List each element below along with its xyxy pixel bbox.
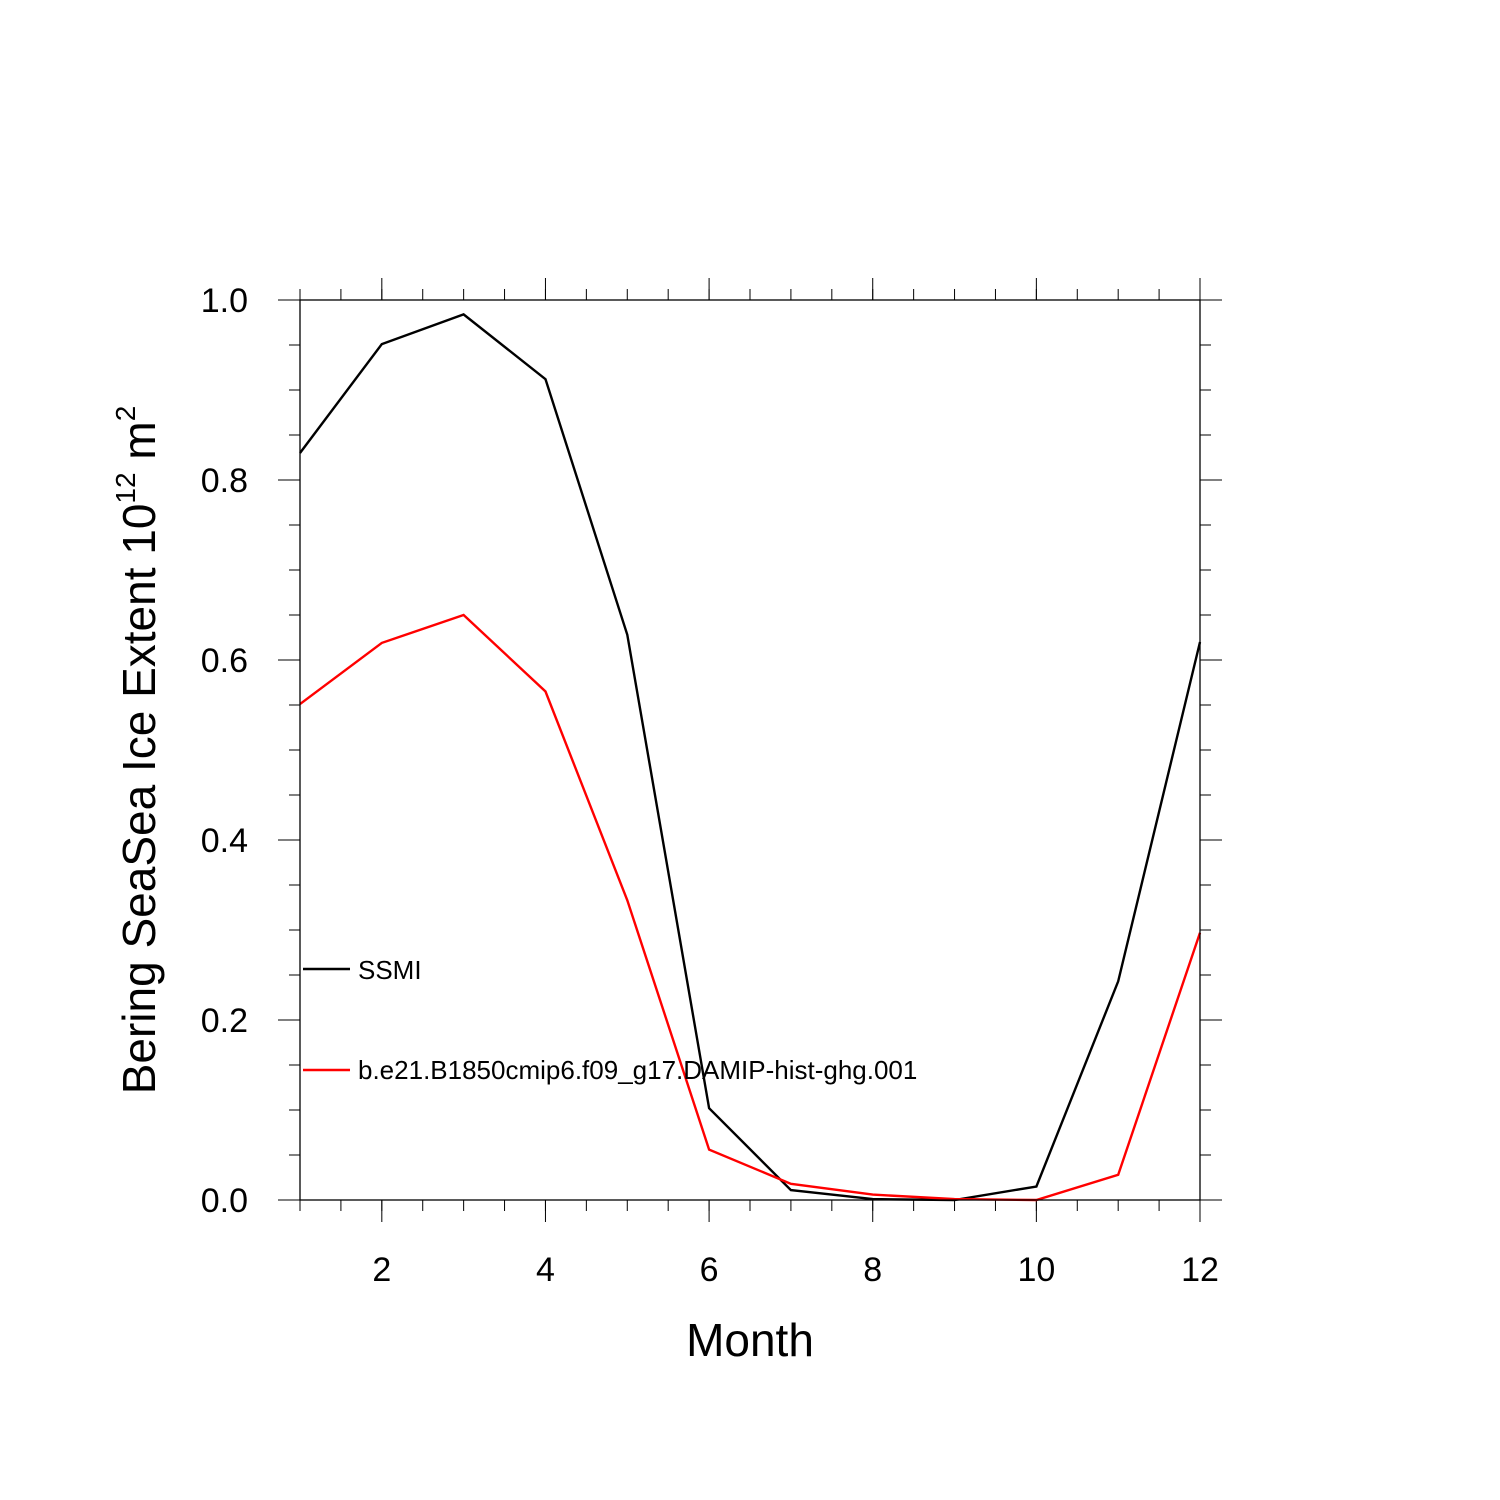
y-axis-title-base: Bering SeaSea Ice Extent 10 xyxy=(113,504,165,1095)
x-axis-title: Month xyxy=(686,1314,814,1366)
series-line-model xyxy=(299,613,1202,1202)
tick-labels: 2 4 6 8 10 12 0.0 0.2 0.4 0.6 0.8 1.0 xyxy=(201,282,1219,1289)
y-axis-title-unit: m xyxy=(113,421,165,472)
y-tick-label: 0.6 xyxy=(201,642,248,680)
legend: SSMI b.e21.B1850cmip6.f09_g17.DAMIP-hist… xyxy=(303,955,917,1085)
x-tick-label: 2 xyxy=(372,1251,391,1289)
y-axis-title: Bering SeaSea Ice Extent 1012 m2 xyxy=(110,406,165,1095)
y-tick-label: 0.0 xyxy=(201,1182,248,1220)
x-tick-label: 8 xyxy=(863,1251,882,1289)
y-tick-label: 1.0 xyxy=(201,282,248,320)
x-tick-label: 6 xyxy=(700,1251,719,1289)
legend-label-model: b.e21.B1850cmip6.f09_g17.DAMIP-hist-ghg.… xyxy=(358,1055,917,1085)
plot-frame xyxy=(299,299,1201,1201)
legend-label-ssmi: SSMI xyxy=(358,955,422,985)
x-tick-label: 4 xyxy=(536,1251,555,1289)
y-axis-title-exponent: 12 xyxy=(110,472,141,503)
y-axis-title-unit-exponent: 2 xyxy=(110,406,141,422)
y-tick-label: 0.8 xyxy=(201,462,248,500)
y-tick-label: 0.2 xyxy=(201,1002,248,1040)
major-ticks xyxy=(278,278,1222,1222)
x-tick-label: 12 xyxy=(1181,1251,1219,1289)
x-tick-label: 10 xyxy=(1017,1251,1055,1289)
y-tick-label: 0.4 xyxy=(201,822,248,860)
series-lines xyxy=(299,313,1202,1202)
series-line-ssmi xyxy=(299,313,1202,1202)
